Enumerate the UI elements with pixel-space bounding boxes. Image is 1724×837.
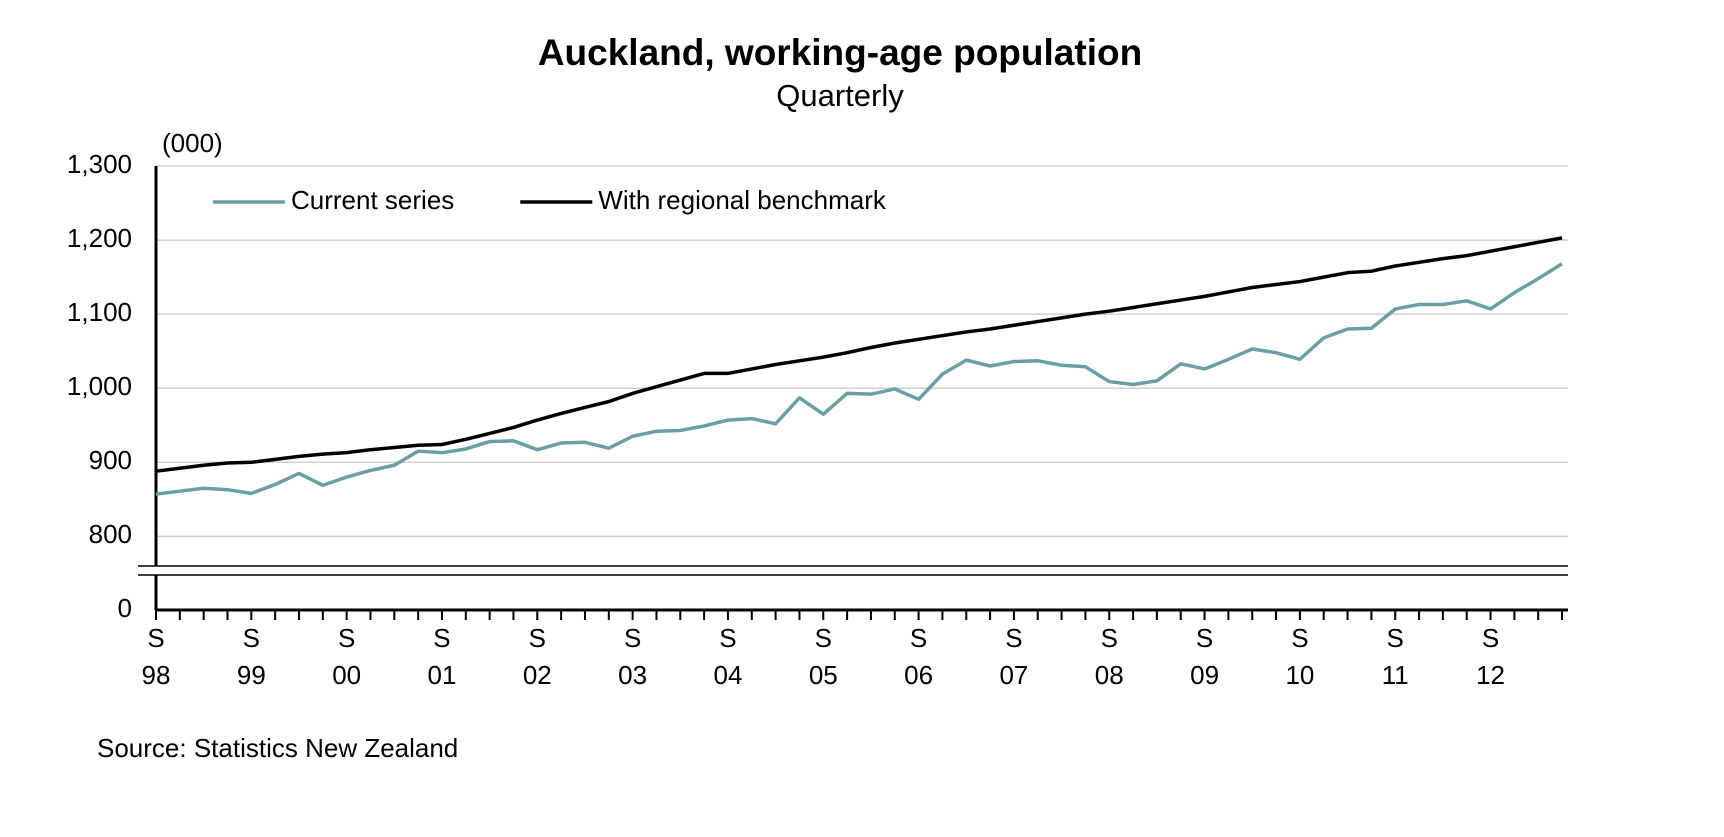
x-tick-label: S 01 (428, 623, 457, 690)
x-tick-label: S 05 (809, 623, 838, 690)
legend-label: Current series (291, 185, 454, 215)
x-tick-label: S 12 (1476, 623, 1505, 690)
y-tick-label: 1,100 (67, 297, 132, 327)
x-tick-label: S 04 (713, 623, 742, 690)
x-tick-label: S 98 (142, 623, 171, 690)
x-tick-label: S 11 (1382, 623, 1409, 690)
x-tick-label: S 07 (999, 623, 1028, 690)
source-note: Source: Statistics New Zealand (97, 733, 458, 763)
series-line (155, 236, 1563, 473)
y-tick-label: 0 (118, 593, 132, 623)
chart-subtitle: Quarterly (776, 78, 904, 113)
y-tick-label: 900 (89, 445, 132, 475)
y-unit-label: (000) (162, 128, 223, 158)
x-tick-label: S 09 (1190, 623, 1219, 690)
x-tick-label: S 02 (523, 623, 552, 690)
y-tick-label: 1,000 (67, 371, 132, 401)
x-tick-label: S 10 (1285, 623, 1314, 690)
y-tick-label: 800 (89, 519, 132, 549)
x-tick-label: S 99 (237, 623, 266, 690)
chart-title: Auckland, working-age population (538, 32, 1142, 73)
y-tick-label: 1,200 (67, 223, 132, 253)
y-tick-label: 1,300 (67, 149, 132, 179)
x-tick-label: S 08 (1095, 623, 1124, 690)
x-tick-label: S 00 (332, 623, 361, 690)
x-tick-label: S 03 (618, 623, 647, 690)
x-tick-label: S 06 (904, 623, 933, 690)
series-line (155, 262, 1563, 496)
legend-label: With regional benchmark (598, 185, 887, 215)
